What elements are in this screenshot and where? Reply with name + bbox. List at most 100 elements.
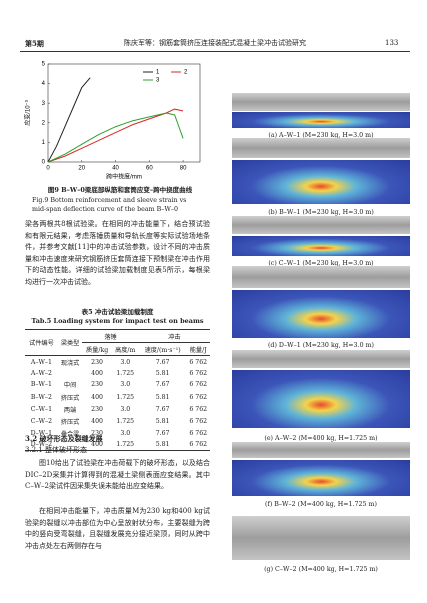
table-cell: 1.725 [116,441,135,449]
y-tick-label: 3 [42,101,46,107]
legend-label: 3 [156,78,160,84]
table-row: C–W–2 挤压式 400 1.725 5.81 6 762 [25,415,210,427]
running-title: 陈庆军等：钢筋套筒挤压连接装配式混凝土梁冲击试验研究 [124,39,306,47]
table-cell: 中间 [63,382,77,390]
header-cell: 试件编号 [29,340,54,348]
table-cell: 1.725 [116,417,135,425]
table-cell: 230 [91,358,103,366]
table-cell: 230 [91,430,103,438]
table-cell: 7.67 [155,430,170,438]
page-number: 133 [385,39,399,47]
table-row: B–W–1 中间 230 3.0 7.67 6 762 [25,379,210,391]
table-row: C–W–1 两端 230 3.0 7.67 6 762 [25,403,210,415]
x-tick-label: 80 [180,166,187,172]
data-line [47,108,184,163]
y-tick-label: 0 [42,160,46,166]
issue: 第5期 [25,39,44,48]
panel-caption: (f) B–W–2 (M=400 kg, H=1.725 m) [265,501,377,508]
table-cell: 3.0 [120,430,131,438]
beam-photo [232,93,410,111]
table-cell: C–W–2 [30,417,52,425]
table-cell: 挤压式 [60,418,80,426]
table-cell: 现浇式 [60,359,80,367]
table-cell: 6 762 [189,417,208,425]
table-title-en: Tab.5 Loading system for impact test on … [31,317,204,325]
strain-contour [232,236,410,256]
table-cell: 6 762 [189,441,208,449]
x-tick-label: 60 [146,166,153,172]
beam-photo [232,216,410,234]
table-5: 试件编号 梁类型 落锤 冲击质量/kg 高度/m 速度/(m·s⁻¹) 能量/J A–W–1 现… [25,329,210,451]
table-cell: 5.81 [155,393,170,401]
table-cell: 230 [91,381,103,389]
table-cell: 400 [91,393,103,401]
table-cell: 1.725 [116,393,135,401]
panel-caption: (d) D–W–1 (M=230 kg, H=3.0 m) [267,342,375,349]
table-cell: B–W–1 [30,381,52,389]
header-cell: 冲击 [138,329,210,344]
table-cell: 230 [91,405,103,413]
table: 试件编号 梁类型 落锤 冲击质量/kg 高度/m 速度/(m·s⁻¹) 能量/J A–W–1 现… [25,329,210,451]
table-row: B–W–2 挤压式 400 1.725 5.81 6 762 [25,391,210,403]
table-cell: 6 762 [189,430,208,438]
panel-caption: (c) C–W–1 (M=230 kg, H=3.0 m) [268,260,374,267]
table-cell: 6 762 [189,381,208,389]
table-cell: 7.67 [155,358,170,366]
header-cell: 落锤 [82,329,139,344]
subsection-heading: 3.2.1 整体破坏形态 [25,446,88,454]
table-cell: A–W–2 [30,370,52,378]
figure-9-chart: 0 20 40 60 80 0 1 2 3 4 5 跨中挠度/mm 应变/10⁻³ 1 2 3 [24,62,201,181]
header-cell: 能量/J [189,346,207,354]
table-cell: 400 [91,417,103,425]
x-tick-label: 0 [46,166,50,172]
strain-contour [232,112,410,128]
beam-photo [232,138,410,158]
paragraph: 在相同冲击能量下，冲击质量M为230 kg和400 kg试验梁的裂缝以冲击部位为… [25,507,210,550]
x-tick-label: 40 [112,166,119,172]
y-tick-label: 4 [42,81,46,87]
table-row: D–W–1 叠合梁 230 3.0 7.67 6 762 [25,428,210,440]
strain-contour [232,290,410,338]
table-cell: 400 [91,370,103,378]
table-cell: 6 762 [189,393,208,401]
table-row: A–W–2 400 1.725 5.81 6 762 [25,369,210,379]
y-tick-label: 1 [42,140,46,146]
table-title-zh: 表5 冲击试验梁加载制度 [81,308,154,316]
header-cell: 质量/kg [85,346,109,354]
table-cell: 5.81 [155,417,170,425]
strain-contour [232,370,410,428]
beam-photo [232,350,410,368]
table-row: A–W–1 现浇式 230 3.0 7.67 6 762 [25,356,210,369]
table-cell: 5.81 [155,370,170,378]
legend-label: 1 [156,70,160,76]
header-cell: 梁类型 [60,340,80,348]
table-cell: 7.67 [155,405,170,413]
paragraph: 梁各两根共8根试验梁。在相同的冲击能量下，结合预试验和有限元结果，考虑落锤质量和… [25,220,210,286]
beam-photo [232,516,410,560]
header-cell: 高度/m [115,346,136,354]
paragraph: 图10给出了试验梁在冲击荷载下的破坏形态，以及结合DIC–2D采集并计算得到的混… [25,459,210,491]
table-header-row: 质量/kg 高度/m 速度/(m·s⁻¹) 能量/J [25,343,210,356]
table-cell: 3.0 [120,358,131,366]
table-cell: A–W–1 [30,358,52,366]
strain-contour [232,160,410,204]
table-cell [58,369,83,379]
table-cell: 3.0 [120,405,131,413]
table-cell: D–W–2 [30,441,53,449]
legend-label: 2 [184,70,188,76]
data-line [47,112,184,163]
strain-contour [232,460,410,496]
table-cell: 6 762 [189,370,208,378]
table-cell: 叠合梁 [60,431,80,439]
table-cell: D–W–1 [30,430,53,438]
y-tick-label: 5 [42,62,46,68]
plot-frame [47,63,201,163]
table-cell: 3.0 [120,381,131,389]
table-cell: 挤压式 [60,394,80,402]
header-cell: 速度/(m·s⁻¹) [144,346,181,354]
table-row: D–W–2 400 1.725 5.81 6 762 [25,440,210,451]
table-cell: 6 762 [189,358,208,366]
table-cell: 7.67 [155,381,170,389]
panel-caption: (b) B–W–1 (M=230 kg, H=3.0 m) [268,209,374,216]
